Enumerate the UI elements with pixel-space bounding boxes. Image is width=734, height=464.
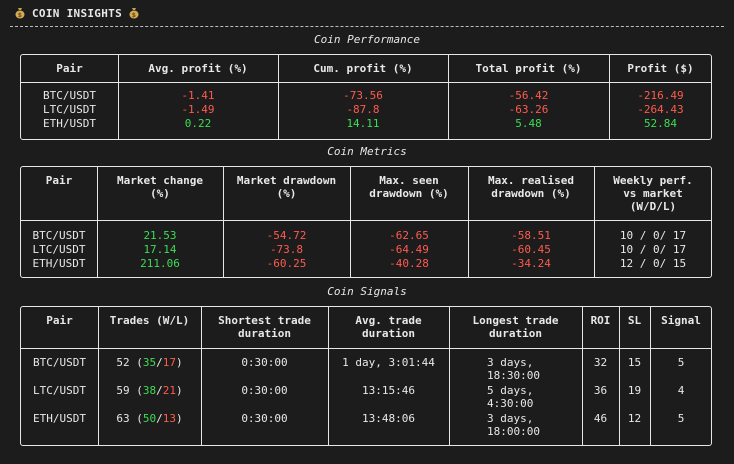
avg-duration-cell: 13:15:46 bbox=[362, 384, 415, 397]
money-bag-icon: $ bbox=[14, 7, 26, 19]
shortest-duration-cell: 0:30:00 bbox=[241, 412, 288, 425]
svg-text:$: $ bbox=[18, 12, 22, 19]
performance-title: Coin Performance bbox=[314, 33, 420, 46]
max-realised-drawdown-cell: -60.45 bbox=[511, 243, 551, 256]
pair-cell: ETH/USDT bbox=[33, 412, 86, 425]
signal-cell: 4 bbox=[677, 384, 685, 397]
app-title: COIN INSIGHTS bbox=[32, 6, 122, 20]
signal-cell: 5 bbox=[677, 412, 685, 425]
wins-count: 50 bbox=[142, 412, 157, 425]
longest-duration-cell: 3 days, 18:30:00 bbox=[487, 356, 540, 382]
total-profit-cell: -56.42 bbox=[508, 89, 549, 102]
sl-cell: 19 bbox=[627, 384, 642, 397]
longest-duration-cell: 3 days, 18:00:00 bbox=[487, 412, 540, 438]
col-header-weekly-perf: Weekly perf. vs market (W/D/L) bbox=[613, 174, 693, 213]
col-header-pair: Pair bbox=[45, 174, 73, 187]
cum-profit-cell: -87.8 bbox=[346, 103, 380, 116]
col-header-pair: Pair bbox=[56, 62, 83, 75]
market-change-cell: 17.14 bbox=[143, 243, 177, 256]
pair-cell: ETH/USDT bbox=[43, 117, 96, 130]
col-header-profit-usd: Profit ($) bbox=[627, 62, 694, 75]
market-drawdown-cell: -73.8 bbox=[269, 243, 304, 256]
signal-cell: 5 bbox=[677, 356, 685, 369]
market-drawdown-cell: -60.25 bbox=[266, 257, 307, 270]
col-header-max-seen-drawdown: Max. seen drawdown (%) bbox=[369, 174, 449, 200]
trades-cell: 52 (35/17) bbox=[116, 356, 183, 369]
pair-cell: ETH/USDT bbox=[32, 257, 86, 270]
trades-cell: 59 (38/21) bbox=[116, 384, 183, 397]
losses-count: 21 bbox=[162, 384, 176, 397]
shortest-duration-cell: 0:30:00 bbox=[241, 356, 288, 369]
signals-table: Pair Trades (W/L) Shortest trade duratio… bbox=[20, 306, 712, 446]
longest-duration-cell: 5 days, 4:30:00 bbox=[487, 384, 534, 410]
max-seen-drawdown-cell: -62.65 bbox=[389, 229, 429, 242]
col-header-sl: SL bbox=[627, 314, 642, 327]
sl-cell: 15 bbox=[627, 356, 642, 369]
col-header-market-drawdown: Market drawdown (%) bbox=[236, 174, 337, 200]
market-change-cell: 211.06 bbox=[140, 257, 180, 270]
pair-cell: LTC/USDT bbox=[43, 103, 96, 116]
total-profit-cell: 5.48 bbox=[515, 117, 542, 130]
header-divider bbox=[10, 26, 724, 27]
col-header-pair: Pair bbox=[46, 314, 73, 327]
roi-cell: 46 bbox=[593, 412, 608, 425]
money-bag-icon: $ bbox=[128, 7, 140, 19]
col-header-total-profit: Total profit (%) bbox=[475, 62, 582, 75]
col-header-market-change: Market change (%) bbox=[116, 174, 204, 200]
trades-cell: 63 (50/13) bbox=[116, 412, 183, 425]
profit-usd-cell: -216.49 bbox=[637, 89, 684, 102]
avg-profit-cell: -1.49 bbox=[181, 103, 215, 116]
col-header-signal: Signal bbox=[661, 314, 701, 327]
max-seen-drawdown-cell: -40.28 bbox=[389, 257, 429, 270]
col-header-shortest-duration: Shortest trade duration bbox=[218, 314, 311, 340]
pair-cell: LTC/USDT bbox=[32, 243, 86, 256]
weekly-perf-cell: 10 / 0/ 17 bbox=[619, 243, 687, 256]
avg-profit-cell: 0.22 bbox=[184, 117, 212, 130]
market-drawdown-cell: -54.72 bbox=[266, 229, 307, 242]
market-change-cell: 21.53 bbox=[143, 229, 177, 242]
col-header-cum-profit: Cum. profit (%) bbox=[313, 62, 413, 75]
col-header-avg-profit: Avg. profit (%) bbox=[148, 62, 248, 75]
app-header: $ COIN INSIGHTS $ bbox=[14, 5, 140, 21]
pair-cell: BTC/USDT bbox=[33, 356, 86, 369]
total-profit-cell: -63.26 bbox=[508, 103, 549, 116]
cum-profit-cell: 14.11 bbox=[346, 117, 380, 130]
cum-profit-cell: -73.56 bbox=[343, 89, 383, 102]
svg-text:$: $ bbox=[132, 12, 136, 19]
profit-usd-cell: -264.43 bbox=[637, 103, 684, 116]
col-header-trades: Trades (W/L) bbox=[109, 314, 190, 327]
losses-count: 17 bbox=[162, 356, 176, 369]
sl-cell: 12 bbox=[627, 412, 642, 425]
avg-profit-cell: -1.41 bbox=[181, 89, 215, 102]
metrics-title: Coin Metrics bbox=[327, 145, 407, 158]
col-header-max-realised-drawdown: Max. realised drawdown (%) bbox=[487, 174, 575, 200]
avg-duration-cell: 1 day, 3:01:44 bbox=[342, 356, 435, 369]
roi-cell: 36 bbox=[593, 384, 608, 397]
avg-duration-cell: 13:48:06 bbox=[362, 412, 415, 425]
col-header-longest-duration: Longest trade duration bbox=[472, 314, 559, 340]
losses-count: 13 bbox=[162, 412, 176, 425]
shortest-duration-cell: 0:30:00 bbox=[241, 384, 288, 397]
pair-cell: BTC/USDT bbox=[32, 229, 86, 242]
max-realised-drawdown-cell: -34.24 bbox=[511, 257, 551, 270]
performance-table: Pair Avg. profit (%) Cum. profit (%) Tot… bbox=[20, 54, 712, 140]
pair-cell: LTC/USDT bbox=[33, 384, 86, 397]
metrics-table: Pair Market change (%) Market drawdown (… bbox=[20, 166, 712, 278]
max-seen-drawdown-cell: -64.49 bbox=[389, 243, 429, 256]
weekly-perf-cell: 12 / 0/ 15 bbox=[619, 257, 687, 270]
col-header-avg-duration: Avg. trade duration bbox=[355, 314, 422, 340]
max-realised-drawdown-cell: -58.51 bbox=[511, 229, 551, 242]
wins-count: 35 bbox=[142, 356, 157, 369]
signals-title: Coin Signals bbox=[327, 285, 407, 298]
profit-usd-cell: 52.84 bbox=[643, 117, 678, 130]
pair-cell: BTC/USDT bbox=[43, 89, 96, 102]
col-header-roi: ROI bbox=[590, 314, 611, 327]
roi-cell: 32 bbox=[593, 356, 608, 369]
weekly-perf-cell: 10 / 0/ 17 bbox=[619, 229, 687, 242]
wins-count: 38 bbox=[142, 384, 157, 397]
